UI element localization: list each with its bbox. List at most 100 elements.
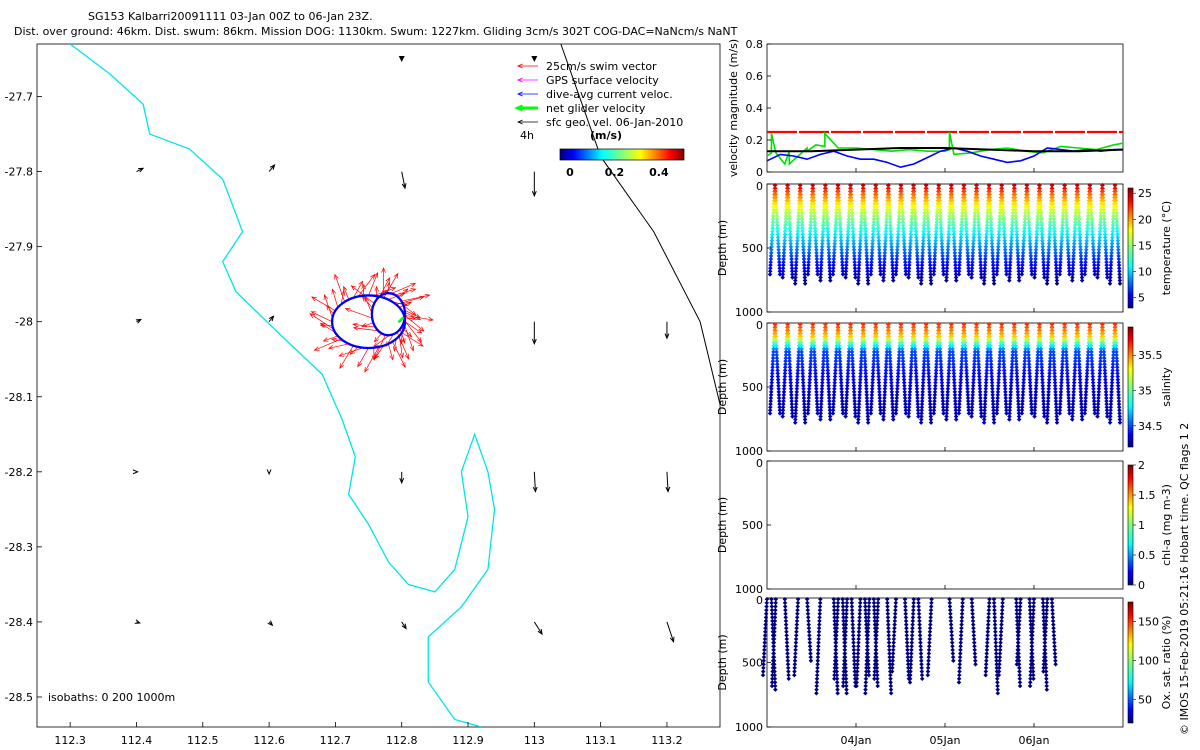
- swim-vector-1-16-shaft: [379, 277, 391, 297]
- colorbar-speed-tick-2: 0.4: [649, 166, 669, 179]
- section-ytick-label-sal-0: 0: [756, 319, 763, 332]
- section-point-temp-10-706-1: [903, 272, 909, 277]
- section-point-temp-3-586-0: [806, 256, 812, 262]
- geo-vector-5-head: [268, 315, 275, 322]
- section-point-temp-2-586-0: [794, 256, 799, 262]
- swim-vector-0-32: [361, 283, 366, 296]
- section-point-temp-4-658-0: [818, 265, 824, 271]
- section-point-temp-6-682-0: [843, 269, 849, 274]
- colorbar-tick-label-ox-2: 150: [1138, 616, 1159, 629]
- swim-vector-0-5: [392, 338, 398, 352]
- swim-vector-0-7: [387, 343, 394, 361]
- swim-vector-1-20-shaft: [395, 288, 416, 296]
- swim-vector-1-0: [404, 320, 422, 343]
- section-point-temp-1-658-0: [780, 265, 786, 271]
- colorbar-tick-label-temp-4: 25: [1138, 187, 1152, 200]
- legend-symbol-0-head: [516, 63, 523, 69]
- section-point-temp-8-586-1: [877, 256, 883, 262]
- section-point-temp-7-706-0: [856, 272, 861, 277]
- swim-vector-0-29-shaft: [343, 286, 350, 300]
- section-point-temp-1-706-1: [790, 272, 795, 277]
- swim-vector-0-26: [331, 288, 339, 308]
- section-point-temp-10-682-0: [893, 269, 899, 274]
- section-point-temp-5-586-1: [839, 256, 845, 262]
- map-xtick-label-6: 112.9: [452, 734, 484, 747]
- colorbar-tick-label-ox-1: 100: [1138, 655, 1159, 668]
- section-point-temp-1-682-0: [780, 269, 786, 274]
- velocity-ytick-label-0: 0: [756, 166, 763, 179]
- swim-vector-1-10: [361, 322, 374, 328]
- section-point-temp-10-586-0: [894, 256, 900, 262]
- section-point-temp-0-610-0: [768, 259, 773, 265]
- velocity-ylabel: velocity magnitude (m/s): [727, 39, 740, 177]
- section-point-temp-6-610-1: [852, 259, 857, 265]
- swim-vector-0-30-shaft: [353, 281, 363, 298]
- swim-vector-0-25-head: [311, 296, 317, 302]
- geo-vector-17: [666, 621, 675, 643]
- swim-vector-0-29: [343, 285, 350, 300]
- section-point-temp-4-682-0: [818, 269, 824, 274]
- section-point-temp-4-634-0: [818, 262, 824, 268]
- isobath-label: isobaths: 0 200 1000m: [48, 691, 175, 704]
- legend-entry-2: dive-avg current veloc.: [546, 88, 673, 101]
- swim-vector-0-34: [373, 287, 397, 297]
- swim-vector-1-14-head: [350, 285, 357, 291]
- section-point-temp-7-754-1: [865, 278, 871, 283]
- section-point-temp-7-586-0: [857, 256, 862, 262]
- geo-marker-0: [398, 56, 405, 63]
- map-xtick-label-0: 112.3: [54, 734, 86, 747]
- swim-vector-0-1: [404, 325, 415, 352]
- section-point-temp-2-610-0: [794, 259, 799, 265]
- colorbar-tick-label-ox-0: 50: [1138, 694, 1152, 707]
- section-point-temp-5-682-1: [840, 269, 846, 274]
- swim-vector-0-1-head: [409, 345, 415, 352]
- legend-symbol-3-head: [514, 104, 524, 112]
- swim-vector-0-20-shaft: [309, 313, 334, 330]
- swim-vector-0-17-head: [313, 346, 320, 351]
- swim-vector-0-7-head: [389, 354, 394, 361]
- swim-vector-0-26-head: [331, 288, 336, 295]
- section-point-temp-5-610-1: [839, 259, 845, 265]
- geo-vector-9-head: [266, 469, 272, 476]
- section-point-temp-4-754-0: [818, 278, 823, 283]
- section-point-temp-10-706-0: [893, 272, 899, 277]
- section-point-temp-6-586-0: [844, 256, 849, 262]
- geo-vector-0: [136, 167, 145, 173]
- chart-title-line1: SG153 Kalbarri20091111 03-Jan 00Z to 06-…: [88, 10, 373, 23]
- section-point-temp-4-610-1: [827, 259, 832, 265]
- section-point-temp-3-658-0: [805, 265, 811, 271]
- section-point-temp-0-682-0: [767, 269, 773, 274]
- map-xtick-label-5: 112.8: [386, 734, 418, 747]
- swim-vector-0-33-shaft: [368, 272, 378, 296]
- glider-track-loop-1: [370, 292, 407, 337]
- swim-vector-0-30-head: [358, 280, 364, 287]
- swim-vector-0-6: [392, 341, 406, 368]
- geo-vector-11-head: [532, 486, 538, 493]
- geo-vector-2: [401, 171, 407, 190]
- section-ylabel-temp: Depth (m): [716, 220, 729, 276]
- section-point-temp-0-610-1: [777, 259, 782, 265]
- section-point-temp-8-634-0: [869, 262, 874, 268]
- swim-vector-0-28-shaft: [334, 274, 345, 302]
- section-point-temp-7-730-1: [865, 275, 871, 280]
- velocity-ytick-label-3: 0.6: [746, 70, 764, 83]
- map-panel: 112.3 112.4 112.5 112.6 112.7 112.8 112.9 113 11…: [5, 43, 721, 747]
- section-point-temp-4-730-0: [818, 275, 823, 280]
- swim-vector-1-19-shaft: [391, 282, 416, 294]
- section-point-temp-10-634-0: [894, 262, 899, 268]
- swim-vector-0-14-head: [339, 363, 345, 369]
- section-point-temp-4-586-0: [819, 256, 824, 262]
- geo-vector-13: [134, 619, 141, 624]
- section-point-temp-0-658-0: [768, 265, 773, 271]
- swim-vector-1-5-shaft: [373, 334, 390, 347]
- section-point-temp-3-634-0: [806, 262, 811, 268]
- section-point-temp-0-634-1: [777, 262, 782, 268]
- swim-vector-0-9-shaft: [364, 346, 380, 373]
- section-point-temp-6-658-0: [843, 265, 849, 271]
- swim-vector-1-21-shaft: [398, 288, 408, 298]
- section-point-temp-2-730-0: [793, 275, 798, 280]
- swim-vector-1-25-head: [428, 316, 434, 322]
- swim-vector-1-10-head: [361, 322, 368, 328]
